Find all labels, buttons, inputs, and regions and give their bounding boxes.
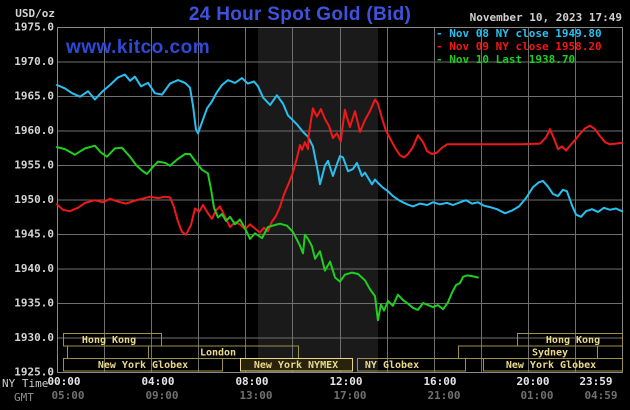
x-tick-gmt: 09:00 — [145, 389, 178, 402]
y-tick-label: 1945.0 — [14, 228, 54, 241]
x-tick-gmt: 17:00 — [333, 389, 366, 402]
ny-time-axis-label: NY Time — [2, 377, 49, 390]
datetime-label: November 10, 2023 17:49 — [469, 11, 622, 24]
session-box-new-york-globex — [483, 358, 623, 372]
x-tick-gmt: 04:59 — [584, 389, 617, 402]
price-line-nov09 — [56, 98, 623, 236]
session-label: Sydney — [532, 348, 568, 359]
session-label: New York Globex — [98, 360, 188, 371]
session-label: Hong Kong — [82, 335, 136, 346]
session-label: New York NYMEX — [254, 360, 338, 371]
x-tick-ny: 00:00 — [47, 375, 80, 388]
x-tick-gmt: 05:00 — [51, 389, 84, 402]
x-tick-ny: 08:00 — [235, 375, 268, 388]
kitco-watermark-link[interactable]: www.kitco.com — [66, 37, 211, 58]
session-box-new-york-nymex — [240, 358, 353, 372]
legend-item-2: - Nov 10 Last 1938.70 — [436, 53, 576, 66]
x-tick-ny: 23:59 — [579, 375, 612, 388]
y-tick-label: 1960.0 — [14, 124, 54, 137]
y-tick-label: 1930.0 — [14, 331, 54, 344]
session-label: NY Globex — [365, 360, 419, 371]
y-axis-labels: 1975.0 1970.0 1965.0 1960.0 1955.0 1950.0 1945… — [14, 21, 54, 379]
session-label: London — [200, 348, 236, 359]
y-tick-label: 1970.0 — [14, 55, 54, 68]
y-tick-label: 1940.0 — [14, 262, 54, 275]
session-label: Hong Kong — [546, 335, 600, 346]
x-tick-ny: 04:00 — [141, 375, 174, 388]
gridlines — [57, 27, 622, 372]
x-tick-ny: 20:00 — [516, 375, 549, 388]
y-tick-label: 1955.0 — [14, 159, 54, 172]
session-box-ny-globex — [357, 358, 466, 372]
x-tick-ny: 16:00 — [423, 375, 456, 388]
x-tick-gmt: 21:00 — [427, 389, 460, 402]
x-tick-gmt: 13:00 — [239, 389, 272, 402]
gmt-axis-label: GMT — [14, 391, 34, 404]
y-tick-label: 1975.0 — [14, 21, 54, 34]
session-label: New York Globex — [506, 360, 596, 371]
x-tick-gmt: 01:00 — [520, 389, 553, 402]
page-title: 24 Hour Spot Gold (Bid) — [188, 4, 412, 25]
session-box — [67, 345, 149, 359]
plot-border — [57, 27, 623, 373]
units-label: USD/oz — [15, 7, 55, 20]
y-tick-label: 1935.0 — [14, 297, 54, 310]
x-tick-ny: 12:00 — [329, 375, 362, 388]
chart-legend: - Nov 08 NY close 1949.80- Nov 09 NY clo… — [436, 27, 602, 66]
legend-item-0: - Nov 08 NY close 1949.80 — [436, 27, 602, 40]
y-tick-label: 1925.0 — [14, 366, 54, 379]
session-box-london — [148, 345, 299, 359]
session-box-new-york-globex — [63, 358, 223, 372]
price-line-nov08 — [56, 73, 623, 218]
y-tick-label: 1950.0 — [14, 193, 54, 206]
price-line-nov10 — [56, 144, 479, 322]
y-tick-label: 1965.0 — [14, 90, 54, 103]
legend-item-1: - Nov 09 NY close 1958.20 — [436, 40, 602, 53]
